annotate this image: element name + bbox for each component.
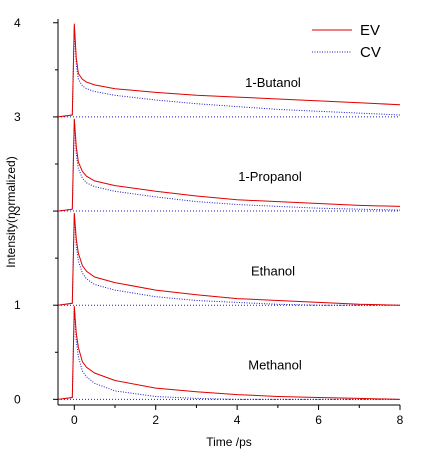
series-layer [57, 23, 401, 400]
y-tick-label: 1 [14, 298, 21, 312]
group-label-ethanol: Ethanol [251, 263, 295, 278]
y-tick-label: 2 [14, 204, 21, 218]
x-tick-label: 4 [234, 413, 241, 427]
legend: EV CV [312, 22, 381, 61]
group-label-1-propanol: 1-Propanol [238, 169, 302, 184]
series-cv-1-butanol [57, 26, 401, 118]
series-cv-ethanol [57, 214, 400, 306]
axes-layer: 0 2 4 6 8 0 1 2 3 4 Time /ps Intensity(normalized) [4, 16, 404, 449]
group-label-1-butanol: 1-Butanol [245, 75, 301, 90]
y-tick-label: 4 [14, 16, 21, 30]
y-tick-label: 0 [14, 392, 21, 406]
series-ev-ethanol [57, 212, 401, 306]
x-tick-label: 8 [397, 413, 404, 427]
group-label-methanol: Methanol [248, 357, 302, 372]
x-tick-label: 0 [71, 413, 78, 427]
x-tick-label: 2 [152, 413, 159, 427]
y-tick-label: 3 [14, 110, 21, 124]
x-axis-title: Time /ps [206, 435, 252, 449]
series-ev-1-butanol [57, 23, 401, 118]
labels-layer: Methanol Ethanol 1-Propanol 1-Butanol [238, 75, 302, 372]
y-axis-title: Intensity(normalized) [4, 156, 18, 267]
legend-label-cv: CV [360, 44, 381, 61]
legend-label-ev: EV [360, 22, 380, 39]
series-cv-1-propanol [57, 120, 401, 212]
x-tick-label: 6 [315, 413, 322, 427]
series-cv-methanol [57, 307, 400, 400]
series-ev-methanol [57, 306, 401, 400]
series-ev-1-propanol [57, 118, 401, 212]
